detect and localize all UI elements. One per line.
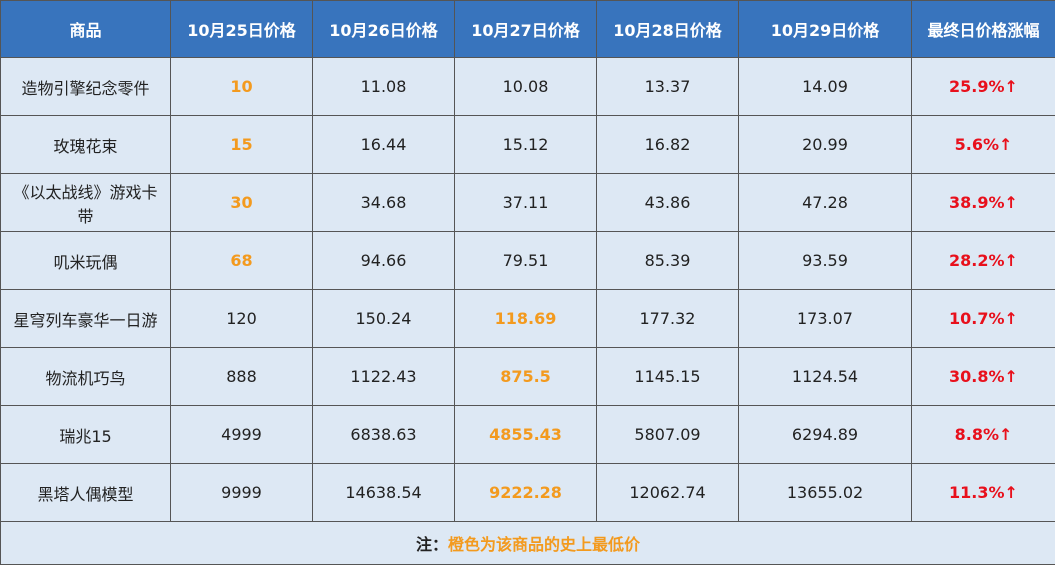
change-cell: 28.2%↑ [912,232,1055,290]
item-name: 玫瑰花束 [1,116,171,174]
note-label: 注： [416,535,448,554]
price-cell: 13.37 [597,58,739,116]
header-cell: 商品 [1,1,171,58]
item-name: 星穹列车豪华一日游 [1,290,171,348]
price-cell: 47.28 [739,174,912,232]
price-cell: 5807.09 [597,406,739,464]
change-cell: 38.9%↑ [912,174,1055,232]
item-name: 《以太战线》游戏卡带 [1,174,171,232]
price-cell: 93.59 [739,232,912,290]
header-cell: 10月29日价格 [739,1,912,58]
price-cell: 875.5 [455,348,597,406]
price-cell: 120 [171,290,313,348]
price-cell: 14.09 [739,58,912,116]
header-cell: 10月26日价格 [313,1,455,58]
item-name: 黑塔人偶模型 [1,464,171,522]
item-name: 瑞兆15 [1,406,171,464]
price-cell: 173.07 [739,290,912,348]
price-cell: 20.99 [739,116,912,174]
price-cell: 94.66 [313,232,455,290]
price-cell: 1122.43 [313,348,455,406]
header-cell: 10月28日价格 [597,1,739,58]
price-cell: 11.08 [313,58,455,116]
price-cell: 10.08 [455,58,597,116]
price-cell: 16.44 [313,116,455,174]
change-cell: 8.8%↑ [912,406,1055,464]
price-cell: 10 [171,58,313,116]
price-cell: 118.69 [455,290,597,348]
price-cell: 37.11 [455,174,597,232]
header-cell: 10月25日价格 [171,1,313,58]
price-cell: 4855.43 [455,406,597,464]
price-cell: 4999 [171,406,313,464]
price-cell: 85.39 [597,232,739,290]
note-cell: 注：橙色为该商品的史上最低价 [1,522,1055,565]
header-cell: 10月27日价格 [455,1,597,58]
price-cell: 177.32 [597,290,739,348]
price-cell: 6294.89 [739,406,912,464]
price-cell: 16.82 [597,116,739,174]
price-cell: 12062.74 [597,464,739,522]
header-cell: 最终日价格涨幅 [912,1,1055,58]
price-cell: 43.86 [597,174,739,232]
item-name: 造物引擎纪念零件 [1,58,171,116]
change-cell: 30.8%↑ [912,348,1055,406]
item-name: 叽米玩偶 [1,232,171,290]
change-cell: 5.6%↑ [912,116,1055,174]
price-cell: 888 [171,348,313,406]
price-cell: 6838.63 [313,406,455,464]
change-cell: 11.3%↑ [912,464,1055,522]
price-cell: 30 [171,174,313,232]
price-cell: 15 [171,116,313,174]
price-cell: 9222.28 [455,464,597,522]
price-cell: 68 [171,232,313,290]
price-cell: 150.24 [313,290,455,348]
note-text: 橙色为该商品的史上最低价 [448,535,640,554]
price-cell: 1145.15 [597,348,739,406]
price-cell: 13655.02 [739,464,912,522]
price-cell: 1124.54 [739,348,912,406]
price-cell: 79.51 [455,232,597,290]
price-cell: 34.68 [313,174,455,232]
change-cell: 10.7%↑ [912,290,1055,348]
price-cell: 15.12 [455,116,597,174]
price-cell: 9999 [171,464,313,522]
item-name: 物流机巧鸟 [1,348,171,406]
change-cell: 25.9%↑ [912,58,1055,116]
note-row: 注：橙色为该商品的史上最低价 [1,522,1055,565]
price-cell: 14638.54 [313,464,455,522]
